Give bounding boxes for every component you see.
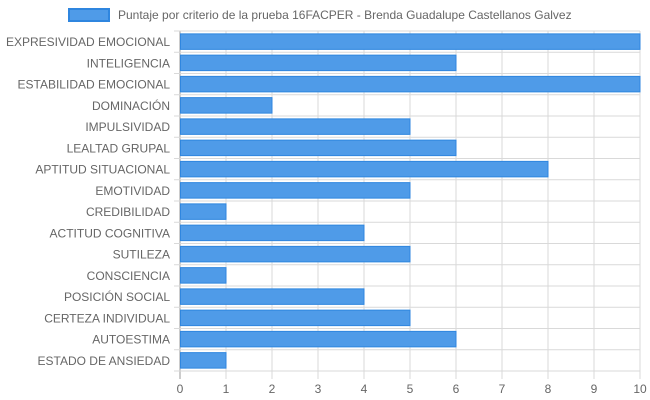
bar[interactable] bbox=[180, 182, 411, 199]
bar[interactable] bbox=[180, 54, 457, 72]
category-label: ESTABILIDAD EMOCIONAL bbox=[18, 78, 171, 92]
category-label: INTELIGENCIA bbox=[87, 56, 170, 70]
x-tick-label: 1 bbox=[223, 382, 230, 396]
category-label: EXPRESIVIDAD EMOCIONAL bbox=[6, 35, 170, 49]
bar[interactable] bbox=[180, 160, 549, 178]
bar[interactable] bbox=[180, 97, 273, 114]
bar[interactable] bbox=[180, 118, 411, 135]
x-tick-label: 9 bbox=[591, 382, 598, 396]
category-label: AUTOESTIMA bbox=[92, 333, 170, 347]
legend-swatch[interactable] bbox=[68, 8, 110, 22]
bar[interactable] bbox=[180, 288, 365, 305]
category-label: LEALTAD GRUPAL bbox=[67, 141, 171, 155]
category-label: DOMINACIÓN bbox=[92, 98, 170, 113]
x-tick-label: 0 bbox=[177, 382, 184, 396]
bar[interactable] bbox=[180, 33, 641, 50]
x-tick-label: 4 bbox=[361, 382, 368, 396]
bars bbox=[180, 33, 641, 369]
category-label: ACTITUD COGNITIVA bbox=[50, 226, 170, 240]
bar[interactable] bbox=[180, 139, 457, 157]
x-tick-label: 10 bbox=[633, 382, 647, 396]
category-label: CERTEZA INDIVIDUAL bbox=[44, 311, 170, 325]
x-tick-label: 6 bbox=[453, 382, 460, 396]
category-label: CREDIBILIDAD bbox=[86, 205, 170, 219]
legend-label[interactable]: Puntaje por criterio de la prueba 16FACP… bbox=[118, 8, 572, 22]
bar[interactable] bbox=[180, 75, 641, 93]
category-label: EMOTIVIDAD bbox=[95, 184, 170, 198]
bar[interactable] bbox=[180, 224, 365, 242]
legend[interactable]: Puntaje por criterio de la prueba 16FACP… bbox=[68, 8, 572, 22]
bar[interactable] bbox=[180, 267, 227, 284]
category-label: SUTILEZA bbox=[113, 248, 170, 262]
category-label: CONSCIENCIA bbox=[87, 269, 170, 283]
x-tick-label: 8 bbox=[545, 382, 552, 396]
x-tick-label: 5 bbox=[407, 382, 414, 396]
category-label: APTITUD SITUACIONAL bbox=[35, 163, 170, 177]
bar[interactable] bbox=[180, 309, 411, 327]
bar[interactable] bbox=[180, 330, 457, 348]
x-tick-label: 7 bbox=[499, 382, 506, 396]
x-tick-label: 2 bbox=[269, 382, 276, 396]
x-tick-label: 3 bbox=[315, 382, 322, 396]
x-axis-tick-labels: 0 1 2 3 4 5 6 7 8 9 10 bbox=[177, 382, 647, 396]
bar[interactable] bbox=[180, 352, 227, 369]
category-labels: EXPRESIVIDAD EMOCIONAL INTELIGENCIA ESTABI… bbox=[6, 35, 170, 368]
category-label: IMPULSIVIDAD bbox=[85, 120, 170, 134]
category-label: POSICIÓN SOCIAL bbox=[64, 289, 170, 304]
bar[interactable] bbox=[180, 245, 411, 263]
bar[interactable] bbox=[180, 203, 227, 220]
category-label: ESTADO DE ANSIEDAD bbox=[38, 354, 171, 368]
